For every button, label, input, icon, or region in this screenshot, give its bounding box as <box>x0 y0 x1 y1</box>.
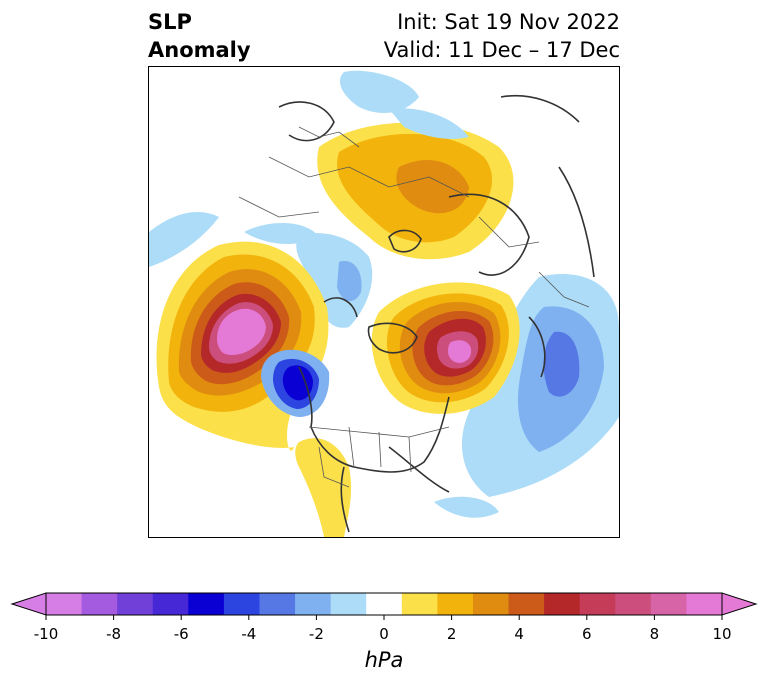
colorbar-tick-label: -10 <box>34 625 59 643</box>
colorbar-bin <box>152 593 189 615</box>
map-panel <box>148 66 620 538</box>
greenland-high-anomaly <box>371 282 520 414</box>
colorbar-bin <box>117 593 154 615</box>
colorbar-bin <box>544 593 581 615</box>
colorbar-bin <box>615 593 652 615</box>
init-date: Init: Sat 19 Nov 2022 <box>397 10 620 34</box>
colorbar-bin <box>330 593 367 615</box>
title-line-anomaly: Anomaly <box>148 38 251 62</box>
colorbar-bin <box>46 593 83 615</box>
colorbar-bin <box>650 593 687 615</box>
colorbar-bin <box>366 593 403 615</box>
title-line-slp: SLP <box>148 10 192 34</box>
colorbar-tick-label: -2 <box>309 625 324 643</box>
colorbar-svg: -10 -8 -6 -4 -2 0 2 4 6 8 10 hPa <box>10 592 758 672</box>
colorbar-tick-label: -8 <box>106 625 121 643</box>
coastlines <box>278 94 595 533</box>
colorbar-tick-label: 8 <box>650 625 660 643</box>
valid-range: Valid: 11 Dec – 17 Dec <box>383 38 620 62</box>
forecast-info: Init: Sat 19 Nov 2022 Valid: 11 Dec – 17… <box>384 8 620 64</box>
colorbar-bin <box>223 593 260 615</box>
country-borders <box>238 126 590 488</box>
colorbar-bin <box>81 593 118 615</box>
southwest-us-high-anomaly <box>295 438 352 537</box>
colorbar-tick-label: -6 <box>174 625 189 643</box>
colorbar-bin <box>579 593 616 615</box>
colorbar-bin <box>259 593 296 615</box>
colorbar-bin <box>437 593 474 615</box>
north-atlantic-low-anomaly <box>434 274 619 518</box>
colorbar: -10 -8 -6 -4 -2 0 2 4 6 8 10 hPa <box>0 585 768 685</box>
colorbar-tick-label: 10 <box>712 625 731 643</box>
arctic-low-patches <box>149 70 469 328</box>
colorbar-bin <box>472 593 510 615</box>
colorbar-bin <box>508 593 545 615</box>
colorbar-bin <box>188 593 225 615</box>
colorbar-tick-label: -4 <box>241 625 256 643</box>
colorbar-tick-label: 6 <box>582 625 592 643</box>
colorbar-extend-high <box>721 592 758 616</box>
colorbar-bin <box>686 593 723 615</box>
colorbar-bin <box>401 593 438 615</box>
northeast-pacific-low-anomaly <box>261 349 330 417</box>
chart-title: SLP Anomaly <box>148 8 251 64</box>
colorbar-bin <box>295 593 332 615</box>
colorbar-tick-label: 2 <box>447 625 457 643</box>
colorbar-tick-label: 4 <box>514 625 524 643</box>
siberia-high-anomaly <box>317 122 514 260</box>
anomaly-map <box>149 67 619 537</box>
colorbar-tick-label: 0 <box>379 625 389 643</box>
colorbar-extend-low <box>10 592 47 616</box>
colorbar-unit-label: hPa <box>365 648 404 672</box>
